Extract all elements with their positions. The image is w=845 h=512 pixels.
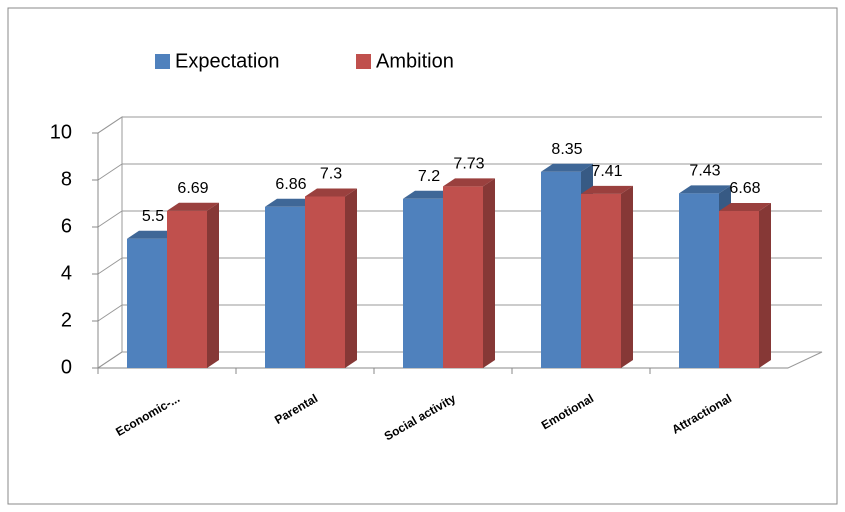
data-label: 7.41 bbox=[591, 163, 622, 180]
bar-top bbox=[719, 203, 771, 212]
data-label: 7.2 bbox=[418, 168, 440, 185]
bar-front bbox=[443, 186, 483, 368]
bar-front bbox=[265, 206, 305, 368]
grid-line bbox=[97, 116, 822, 134]
data-label: 7.43 bbox=[689, 163, 720, 180]
y-tick-label: 6 bbox=[61, 215, 72, 237]
bar-front bbox=[305, 196, 345, 368]
bar-side bbox=[483, 178, 495, 368]
bar bbox=[581, 185, 633, 368]
bar-side bbox=[621, 185, 633, 368]
legend-label: Expectation bbox=[175, 50, 280, 72]
bar-front bbox=[679, 193, 719, 368]
bar-front bbox=[127, 238, 167, 368]
data-label: 5.5 bbox=[142, 208, 164, 225]
y-tick-label: 10 bbox=[50, 121, 72, 143]
bar-front bbox=[581, 193, 621, 368]
bar-front bbox=[403, 198, 443, 368]
bar-side bbox=[345, 188, 357, 368]
bar bbox=[167, 202, 219, 368]
bar-side bbox=[207, 202, 219, 368]
data-label: 7.3 bbox=[320, 166, 342, 183]
legend-swatch bbox=[356, 54, 371, 69]
data-label: 8.35 bbox=[551, 141, 582, 158]
bar-front bbox=[541, 171, 581, 368]
legend-swatch bbox=[155, 54, 170, 69]
y-tick-label: 0 bbox=[61, 356, 72, 378]
data-label: 6.68 bbox=[729, 180, 760, 197]
bar-front bbox=[719, 211, 759, 368]
bar-top bbox=[403, 190, 455, 199]
data-label: 6.69 bbox=[177, 180, 208, 197]
bar bbox=[443, 178, 495, 368]
bar-top bbox=[167, 202, 219, 211]
y-tick-label: 8 bbox=[61, 168, 72, 190]
bar-side bbox=[759, 203, 771, 368]
bar-top bbox=[305, 188, 357, 197]
bar-top bbox=[679, 185, 731, 194]
data-label: 6.86 bbox=[275, 176, 306, 193]
bar-top bbox=[127, 230, 179, 239]
bar-top bbox=[265, 198, 317, 207]
bar-front bbox=[167, 210, 207, 368]
bar bbox=[305, 188, 357, 368]
y-tick-label: 2 bbox=[61, 309, 72, 331]
bar-top bbox=[541, 163, 593, 172]
y-tick-label: 4 bbox=[61, 262, 72, 284]
bar bbox=[719, 203, 771, 368]
legend-label: Ambition bbox=[376, 50, 454, 72]
bar-top bbox=[443, 178, 495, 187]
bar-top bbox=[581, 185, 633, 194]
data-label: 7.73 bbox=[453, 156, 484, 173]
